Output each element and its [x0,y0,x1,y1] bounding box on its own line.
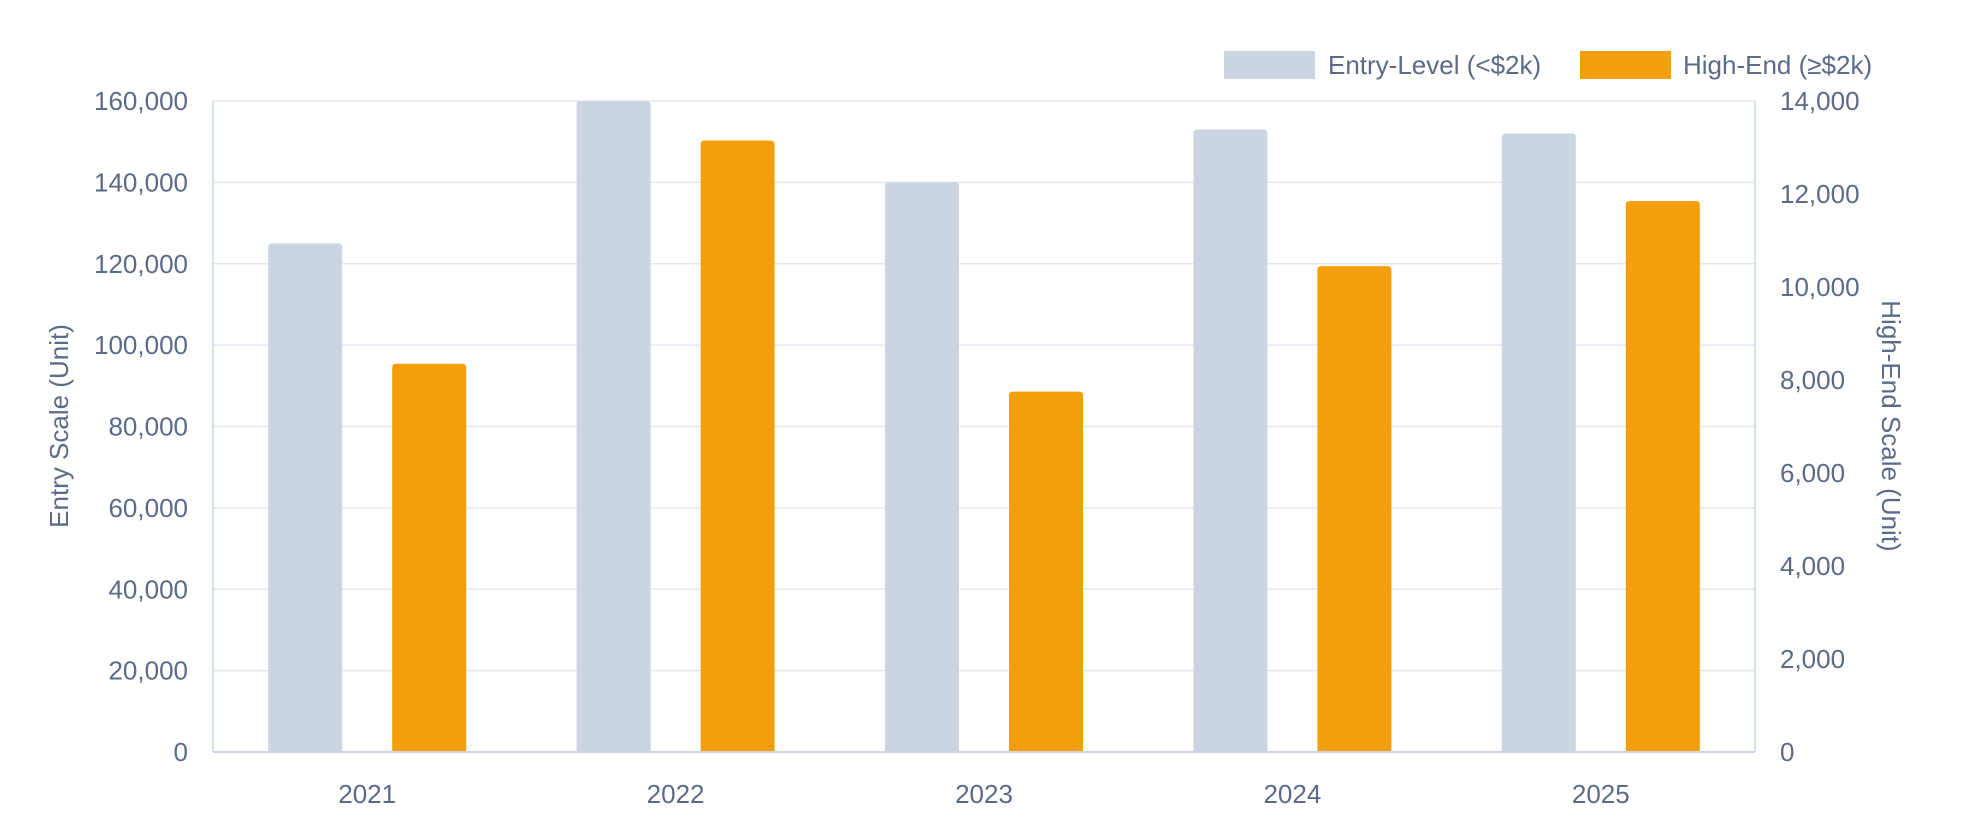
bar-entry-level [1193,129,1268,752]
right-tick-label: 14,000 [1780,86,1860,116]
right-tick-label: 2,000 [1780,644,1845,674]
bar-entry-level [576,101,651,752]
right-tick-label: 4,000 [1780,551,1845,581]
left-tick-label: 60,000 [108,493,188,523]
x-tick-label: 2025 [1572,779,1630,809]
left-tick-label: 100,000 [94,330,188,360]
left-tick-label: 120,000 [94,249,188,279]
x-tick-label: 2023 [955,779,1013,809]
x-tick-label: 2024 [1263,779,1321,809]
legend-swatch-entry-level [1224,51,1315,79]
left-tick-label: 140,000 [94,167,188,197]
x-tick-label: 2022 [647,779,705,809]
left-tick-label: 160,000 [94,86,188,116]
bar-high-end [392,363,467,752]
bar-high-end [1317,266,1392,752]
left-axis-title: Entry Scale (Unit) [44,324,74,528]
x-axis-ticks: 2021 2022 2023 2024 2025 [338,779,1629,809]
right-tick-label: 8,000 [1780,365,1845,395]
bar-high-end [1009,391,1083,752]
left-tick-label: 20,000 [108,656,188,686]
left-tick-label: 40,000 [108,574,188,604]
right-axis-title: High-End Scale (Unit) [1876,300,1906,551]
right-tick-label: 6,000 [1780,458,1845,488]
bar-high-end [1625,200,1700,753]
x-tick-label: 2021 [338,779,396,809]
right-tick-label: 12,000 [1780,179,1860,209]
axes [212,101,1756,753]
right-tick-label: 10,000 [1780,272,1860,302]
right-tick-label: 0 [1780,737,1794,767]
bars [268,101,1700,753]
right-axis-ticks: 0 2,000 4,000 6,000 8,000 10,000 12,000 14,000 [1780,86,1860,767]
legend-label-high-end: High-End (≥$2k) [1683,50,1872,80]
grid-lines [213,100,1755,753]
legend: Entry-Level (<$2k) High-End (≥$2k) [1224,50,1872,80]
left-tick-label: 0 [174,737,188,767]
bar-entry-level [885,182,959,752]
left-tick-label: 80,000 [108,412,188,442]
bar-high-end [700,140,775,752]
legend-label-entry-level: Entry-Level (<$2k) [1328,50,1541,80]
legend-swatch-high-end [1580,51,1671,79]
bar-entry-level [1501,133,1576,753]
left-axis-ticks: 0 20,000 40,000 60,000 80,000 100,000 120,000 1… [94,86,188,767]
bar-entry-level [268,243,343,752]
